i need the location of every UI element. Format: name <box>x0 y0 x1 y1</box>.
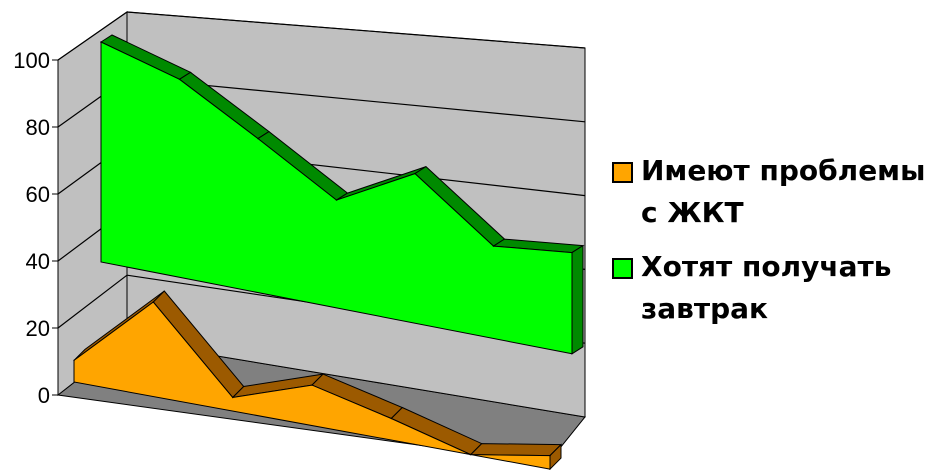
series-want-breakfast <box>99 34 585 355</box>
data-point <box>335 199 338 201</box>
data-point <box>178 78 181 81</box>
data-point <box>311 384 313 386</box>
data-point <box>231 396 234 399</box>
y-tick-label: 0 <box>38 383 50 408</box>
legend-label-want-breakfast: Хотят получать завтрак <box>641 250 892 325</box>
data-point <box>152 301 155 303</box>
chart-series <box>73 34 585 470</box>
legend-item-gi-problems: Имеют проблемы с ЖКТ <box>612 150 932 234</box>
chart-legend: Имеют проблемы с ЖКТ Хотят получать завт… <box>612 150 932 342</box>
data-point <box>469 453 472 456</box>
data-point <box>73 359 75 362</box>
y-tick-label: 80 <box>26 115 50 140</box>
data-point <box>549 454 551 457</box>
gridline-side <box>57 274 128 329</box>
data-point <box>390 417 393 420</box>
data-point <box>257 137 259 140</box>
gridline-back <box>126 11 586 49</box>
y-tick-label: 20 <box>26 316 50 341</box>
area-end-cap <box>571 244 584 355</box>
legend-swatch-want-breakfast <box>612 258 633 279</box>
data-point <box>414 172 416 175</box>
legend-item-want-breakfast: Хотят получать завтрак <box>612 246 932 330</box>
data-point <box>571 251 573 254</box>
area-front-face <box>100 41 573 355</box>
y-tick-label: 60 <box>26 182 50 207</box>
data-point <box>100 41 102 43</box>
series-gi-problems <box>73 290 563 470</box>
y-axis-ticks: 0 20 40 60 80 100 <box>13 48 58 408</box>
y-tick-label: 40 <box>26 249 50 274</box>
legend-label-gi-problems: Имеют проблемы с ЖКТ <box>641 154 926 229</box>
data-point <box>492 245 495 247</box>
legend-swatch-gi-problems <box>612 162 633 183</box>
y-tick-label: 100 <box>13 48 50 73</box>
gridline-side <box>57 11 128 61</box>
area-top-segment <box>469 443 563 457</box>
